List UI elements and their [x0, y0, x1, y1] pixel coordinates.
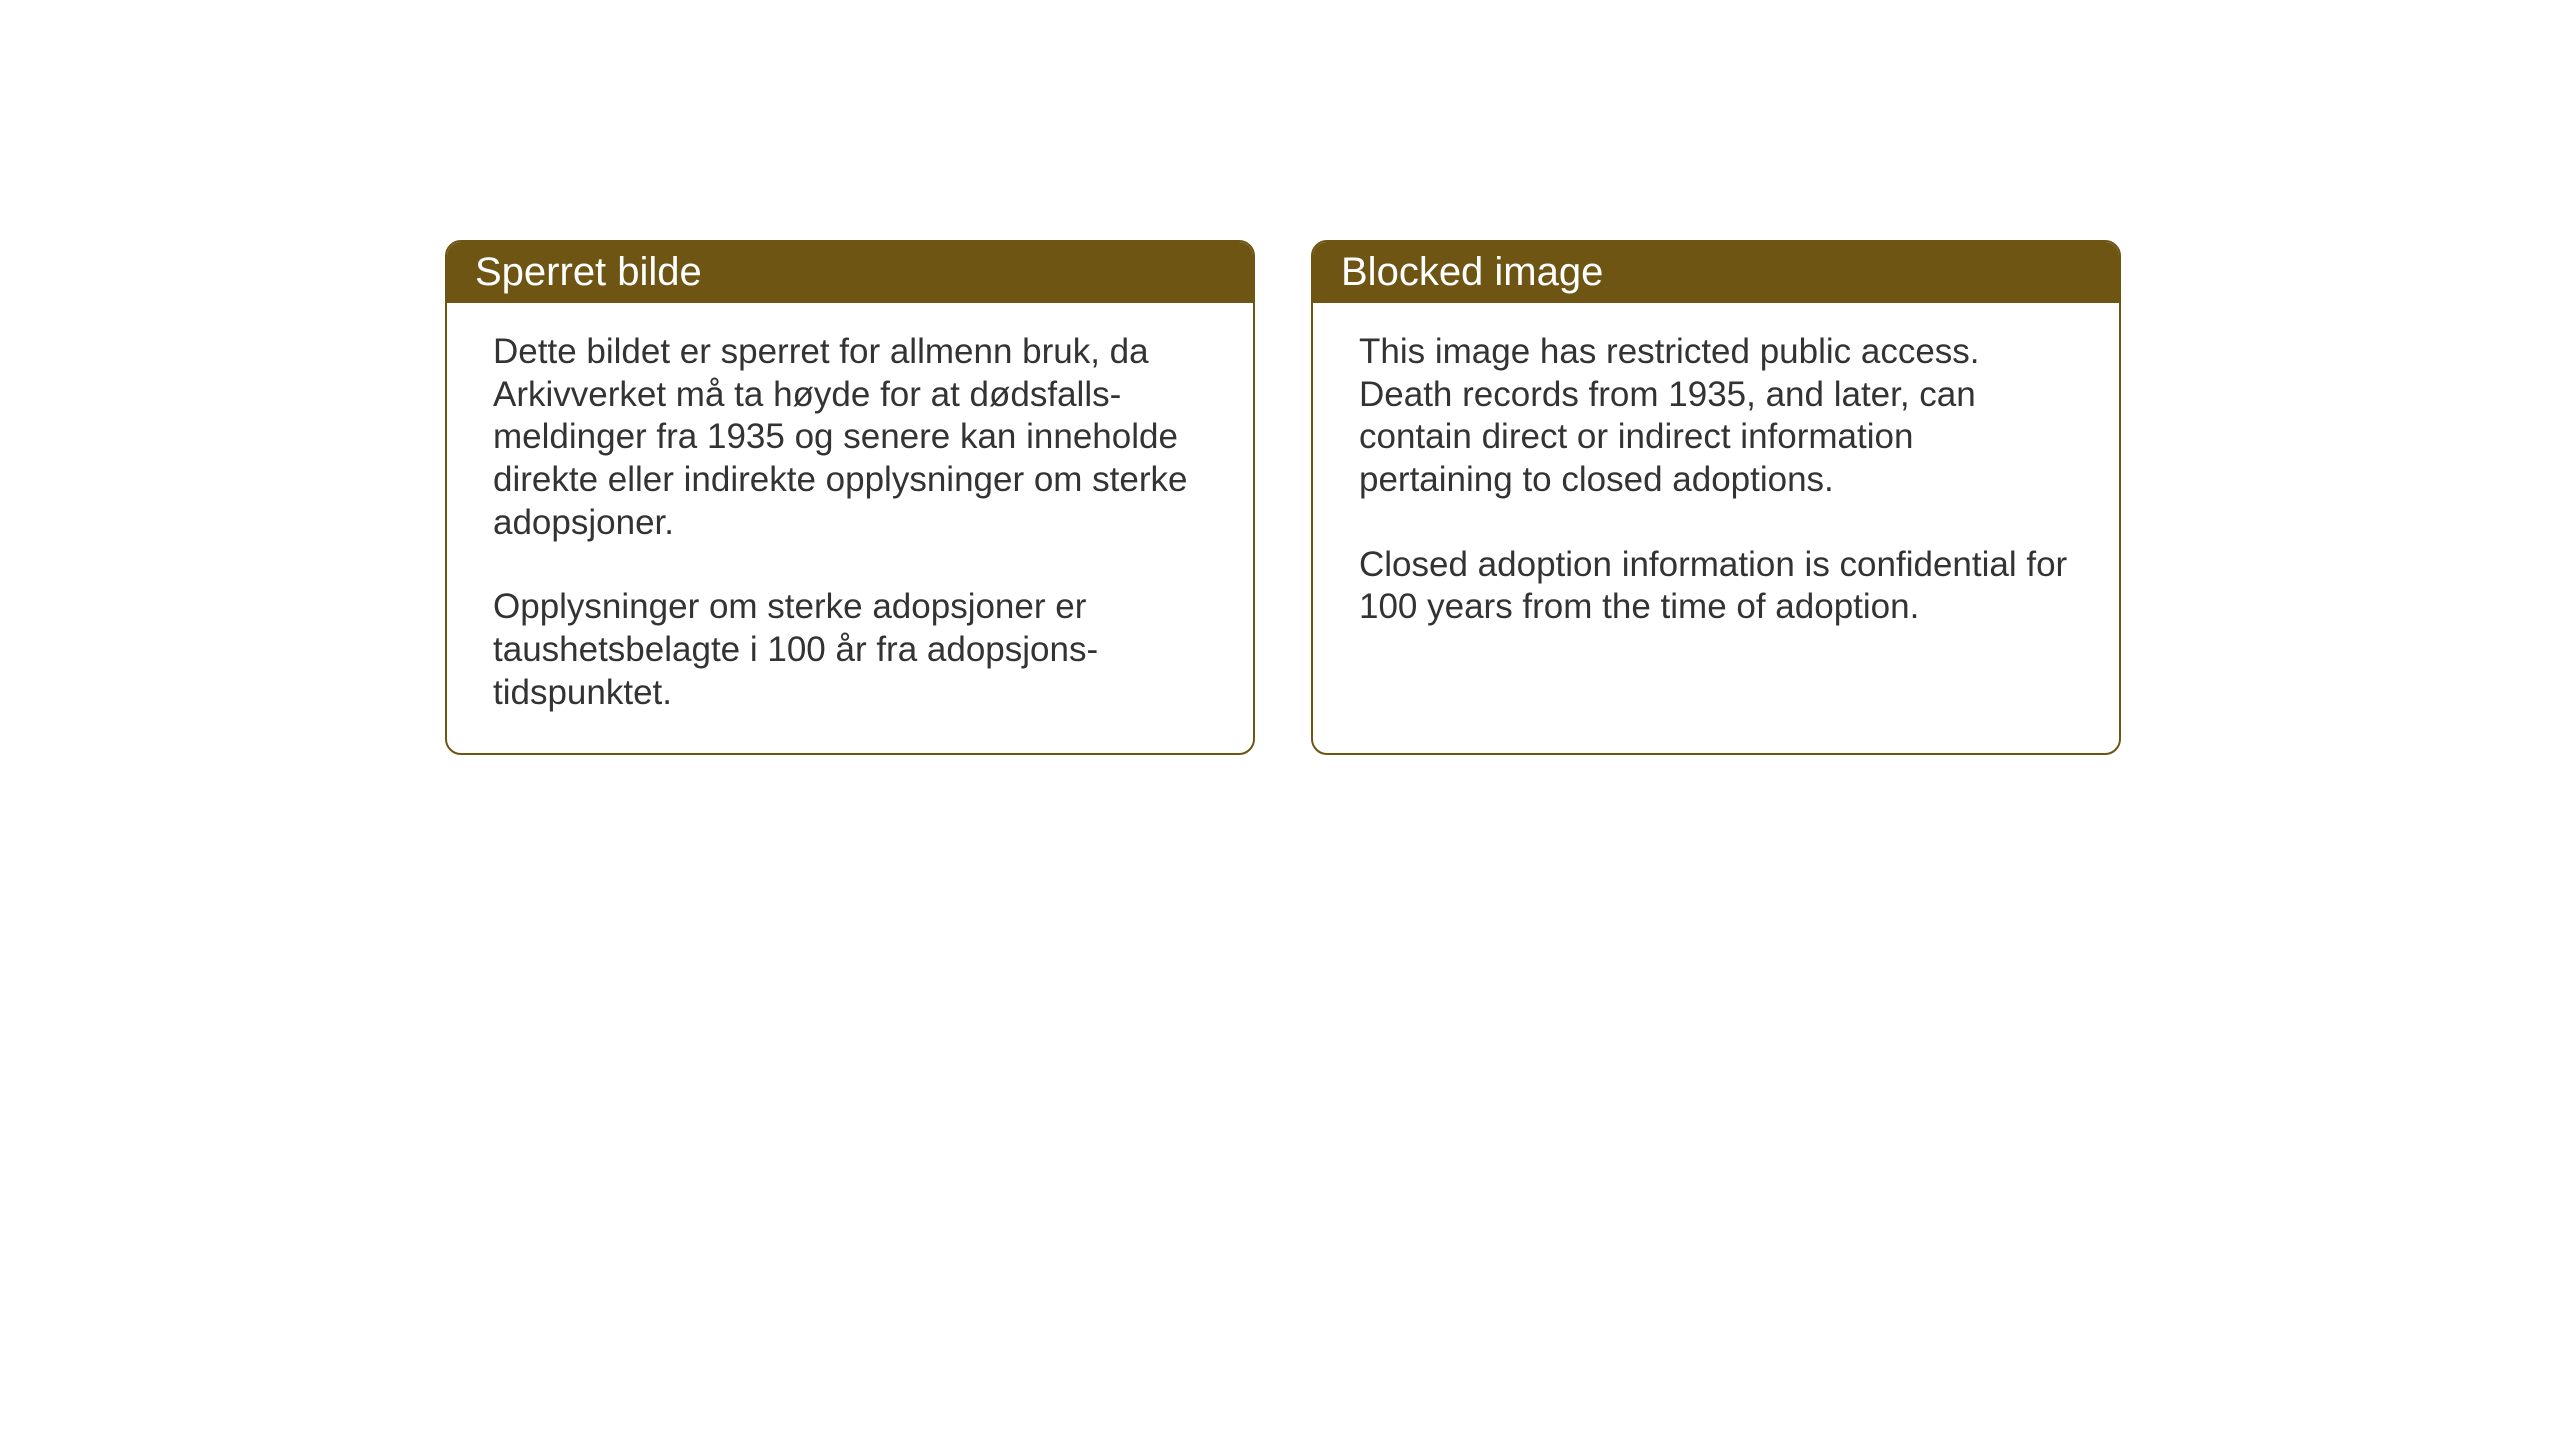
- card-body-norwegian: Dette bildet er sperret for allmenn bruk…: [447, 303, 1253, 753]
- card-paragraph-norwegian-1: Dette bildet er sperret for allmenn bruk…: [493, 331, 1207, 544]
- card-paragraph-norwegian-2: Opplysninger om sterke adopsjoner er tau…: [493, 586, 1207, 714]
- card-header-norwegian: Sperret bilde: [447, 242, 1253, 303]
- card-body-english: This image has restricted public access.…: [1313, 303, 2119, 699]
- card-paragraph-english-2: Closed adoption information is confident…: [1359, 544, 2073, 629]
- card-title-norwegian: Sperret bilde: [475, 250, 702, 294]
- card-paragraph-english-1: This image has restricted public access.…: [1359, 331, 2073, 502]
- card-norwegian: Sperret bilde Dette bildet er sperret fo…: [445, 240, 1255, 755]
- card-header-english: Blocked image: [1313, 242, 2119, 303]
- card-english: Blocked image This image has restricted …: [1311, 240, 2121, 755]
- card-title-english: Blocked image: [1341, 250, 1603, 294]
- cards-container: Sperret bilde Dette bildet er sperret fo…: [445, 240, 2121, 755]
